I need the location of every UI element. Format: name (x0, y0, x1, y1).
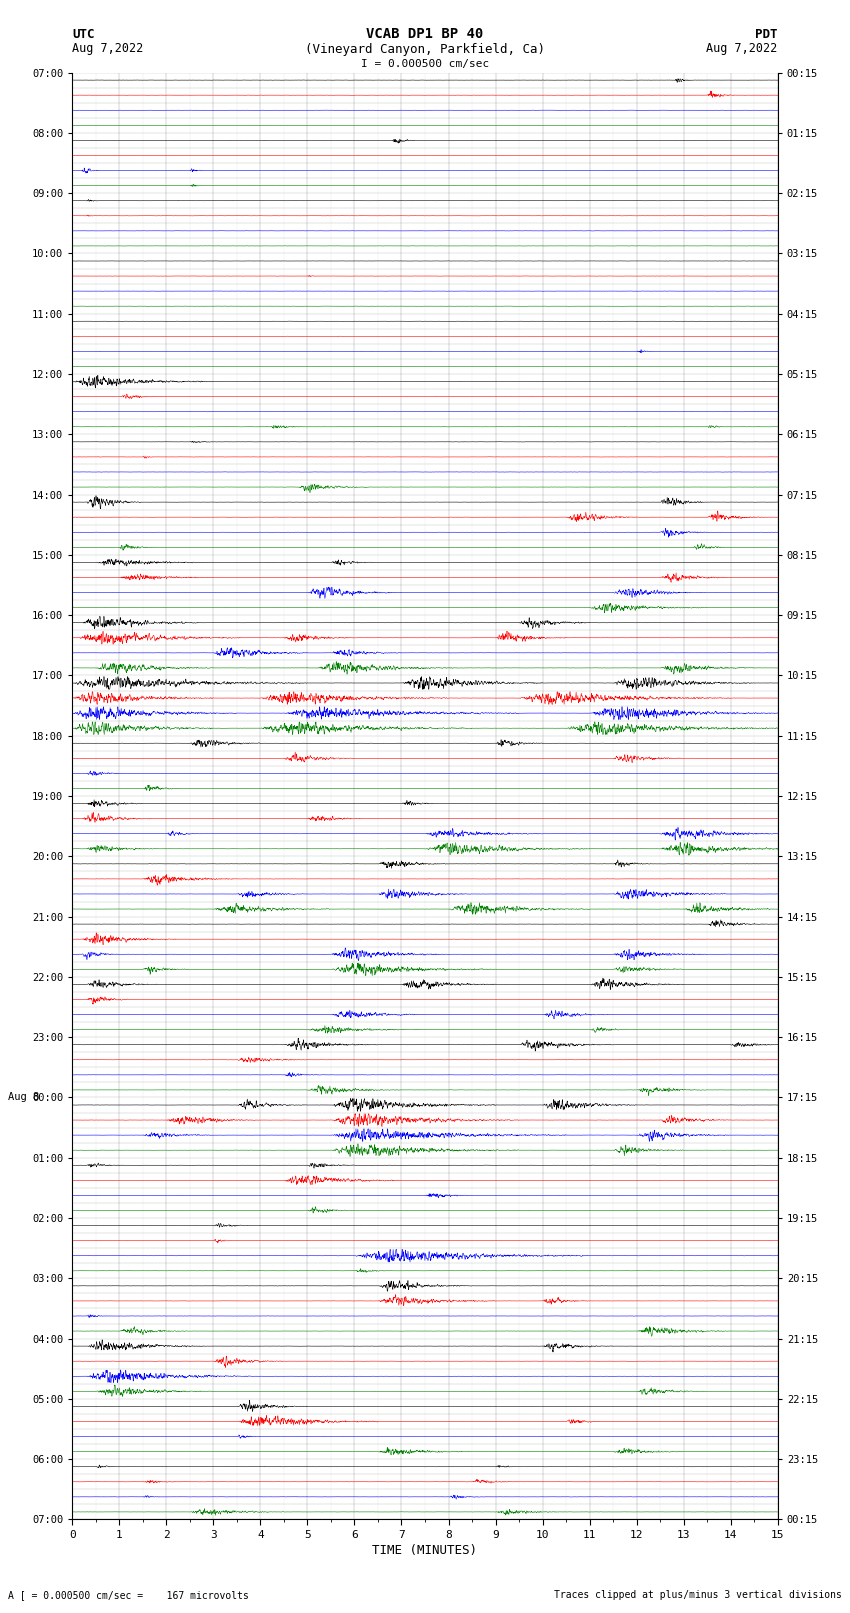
Text: VCAB DP1 BP 40: VCAB DP1 BP 40 (366, 27, 484, 40)
Text: UTC: UTC (72, 27, 94, 40)
Text: I = 0.000500 cm/sec: I = 0.000500 cm/sec (361, 60, 489, 69)
X-axis label: TIME (MINUTES): TIME (MINUTES) (372, 1544, 478, 1557)
Text: PDT: PDT (756, 27, 778, 40)
Text: A [ = 0.000500 cm/sec =    167 microvolts: A [ = 0.000500 cm/sec = 167 microvolts (8, 1590, 249, 1600)
Text: (Vineyard Canyon, Parkfield, Ca): (Vineyard Canyon, Parkfield, Ca) (305, 44, 545, 56)
Text: Aug 8: Aug 8 (8, 1092, 39, 1102)
Text: Aug 7,2022: Aug 7,2022 (706, 42, 778, 55)
Text: Aug 7,2022: Aug 7,2022 (72, 42, 144, 55)
Text: Traces clipped at plus/minus 3 vertical divisions: Traces clipped at plus/minus 3 vertical … (553, 1590, 842, 1600)
